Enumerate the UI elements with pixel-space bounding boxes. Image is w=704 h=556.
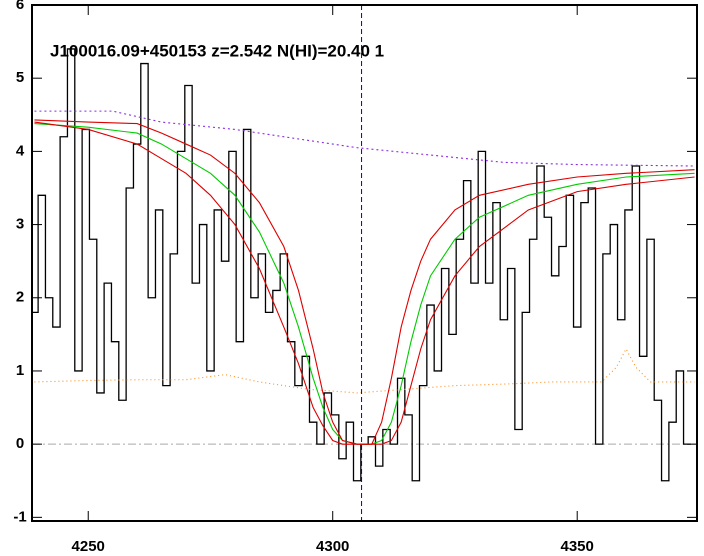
x-tick-label: 4250 xyxy=(72,538,105,555)
x-tick-label: 4300 xyxy=(316,538,349,555)
model-line xyxy=(34,121,695,445)
flux-line xyxy=(32,48,691,482)
plot-area xyxy=(32,5,697,521)
model-line xyxy=(34,110,695,167)
y-tick-label: 5 xyxy=(16,69,24,86)
y-tick-label: 2 xyxy=(16,289,24,306)
y-tick-label: 1 xyxy=(16,362,24,379)
y-tick-label: 4 xyxy=(16,142,25,159)
y-tick-label: -1 xyxy=(13,508,26,525)
model-line xyxy=(34,119,695,445)
chart-title: J100016.09+450153 z=2.542 N(HI)=20.40 1 xyxy=(50,41,384,60)
plot-frame xyxy=(31,4,698,522)
y-tick-label: 3 xyxy=(16,216,24,233)
x-tick-label: 4350 xyxy=(561,538,594,555)
y-tick-label: 0 xyxy=(16,435,24,452)
y-tick-label: 6 xyxy=(16,0,24,13)
